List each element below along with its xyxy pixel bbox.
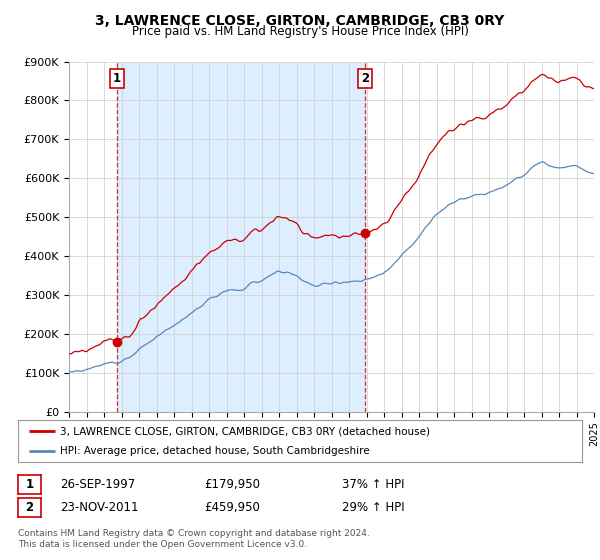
Text: £459,950: £459,950 [204, 501, 260, 515]
Text: 23-NOV-2011: 23-NOV-2011 [60, 501, 139, 515]
Text: £179,950: £179,950 [204, 478, 260, 491]
Text: 1: 1 [25, 478, 34, 491]
Text: 3, LAWRENCE CLOSE, GIRTON, CAMBRIDGE, CB3 0RY (detached house): 3, LAWRENCE CLOSE, GIRTON, CAMBRIDGE, CB… [60, 426, 430, 436]
Text: 26-SEP-1997: 26-SEP-1997 [60, 478, 135, 491]
Bar [117, 62, 365, 412]
Text: 29% ↑ HPI: 29% ↑ HPI [342, 501, 404, 515]
Text: 37% ↑ HPI: 37% ↑ HPI [342, 478, 404, 491]
Text: Price paid vs. HM Land Registry's House Price Index (HPI): Price paid vs. HM Land Registry's House … [131, 25, 469, 38]
Text: 3, LAWRENCE CLOSE, GIRTON, CAMBRIDGE, CB3 0RY: 3, LAWRENCE CLOSE, GIRTON, CAMBRIDGE, CB… [95, 14, 505, 28]
Text: 1: 1 [113, 72, 121, 85]
Text: 2: 2 [361, 72, 369, 85]
Text: HPI: Average price, detached house, South Cambridgeshire: HPI: Average price, detached house, Sout… [60, 446, 370, 456]
Text: 2: 2 [25, 501, 34, 515]
Text: Contains HM Land Registry data © Crown copyright and database right 2024.
This d: Contains HM Land Registry data © Crown c… [18, 529, 370, 549]
